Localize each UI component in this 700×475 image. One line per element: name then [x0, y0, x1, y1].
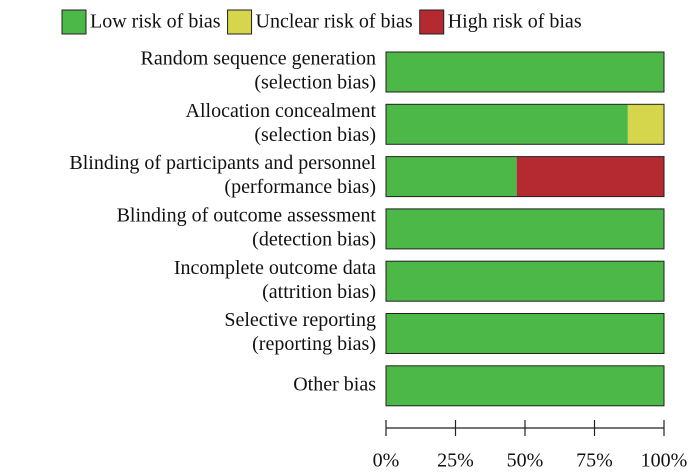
category-label: Incomplete outcome data — [174, 257, 376, 279]
bar-outline — [385, 208, 665, 250]
legend-label: Low risk of bias — [90, 11, 221, 33]
bar-segment — [627, 104, 664, 145]
category-label: (selection bias) — [254, 72, 376, 94]
legend-swatch — [227, 9, 253, 35]
category-label: (selection bias) — [254, 124, 376, 146]
x-tick-label: 0% — [373, 450, 400, 472]
bar-outline — [385, 156, 665, 198]
bar-segment — [386, 313, 664, 354]
category-label: Random sequence generation — [141, 48, 376, 70]
bar-segment — [386, 365, 664, 406]
bar-segment — [386, 261, 664, 302]
category-label: Other bias — [293, 373, 376, 395]
category-label: Blinding of participants and personnel — [69, 152, 376, 174]
legend-label: Unclear risk of bias — [256, 11, 413, 33]
x-tick-label: 50% — [507, 450, 544, 472]
x-tick-label: 25% — [437, 450, 474, 472]
legend-swatch — [61, 9, 87, 35]
category-label: Blinding of outcome assessment — [117, 204, 377, 226]
bar-segment — [386, 156, 517, 197]
legend-label: High risk of bias — [448, 11, 582, 33]
category-label: Selective reporting — [224, 309, 376, 331]
bar-outline — [385, 260, 665, 302]
category-label: (reporting bias) — [252, 333, 376, 355]
bar-segment — [516, 156, 664, 197]
bar-segment — [386, 52, 664, 92]
bar-outline — [385, 103, 665, 145]
x-tick-label: 100% — [641, 450, 688, 472]
legend-swatch — [419, 9, 445, 35]
bar-outline — [385, 313, 665, 354]
x-tick-label: 75% — [576, 450, 613, 472]
bar-outline — [385, 365, 665, 407]
bar-outline — [385, 51, 665, 93]
category-label: Allocation concealment — [186, 100, 377, 122]
bar-segment — [386, 104, 628, 145]
category-label: (attrition bias) — [262, 281, 376, 303]
category-label: (performance bias) — [224, 176, 376, 198]
category-label: (detection bias) — [252, 228, 376, 250]
bar-segment — [386, 208, 664, 249]
